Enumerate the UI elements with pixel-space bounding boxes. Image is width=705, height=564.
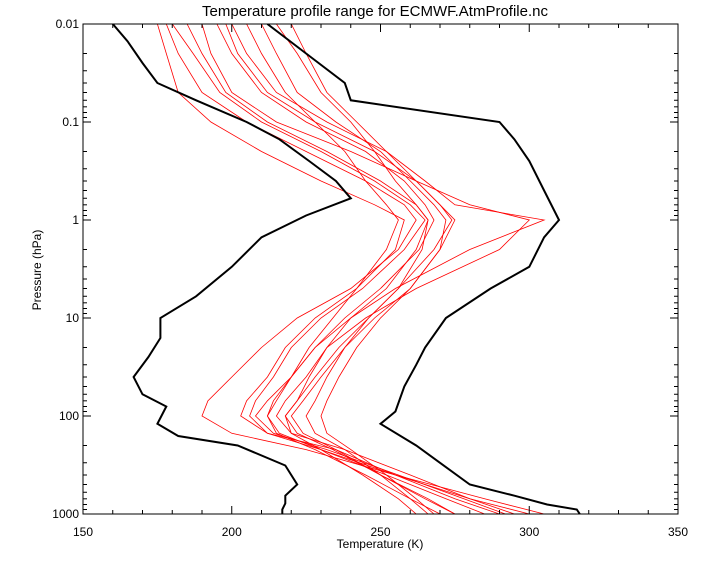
profile-line-3 xyxy=(261,24,456,514)
profile-line-8 xyxy=(186,24,456,514)
y-tick-label: 100 xyxy=(59,409,79,423)
chart-title: Temperature profile range for ECMWF.AtmP… xyxy=(202,3,548,20)
profile-line-4 xyxy=(171,24,545,514)
y-tick-label: 1 xyxy=(72,213,79,227)
profile-line-5 xyxy=(201,24,531,514)
profile-line-10 xyxy=(165,24,530,514)
envelope-group xyxy=(112,24,581,514)
x-tick-label: 150 xyxy=(73,525,93,539)
x-tick-label: 200 xyxy=(222,525,242,539)
envelope-max-line xyxy=(266,24,581,514)
x-tick-label: 300 xyxy=(519,525,539,539)
profile-line-7 xyxy=(231,24,546,514)
y-tick-label: 0.01 xyxy=(56,17,80,31)
ticks-group: 150 200 250 300 350 0.01 0.1 1 10 100 1000 xyxy=(52,17,688,539)
profile-line-12 xyxy=(290,24,456,514)
y-axis-title: Pressure (hPa) xyxy=(30,230,44,311)
y-tick-label: 1000 xyxy=(52,507,79,521)
y-tick-label: 10 xyxy=(66,311,80,325)
profile-line-6 xyxy=(246,24,441,514)
profile-series-group xyxy=(157,24,546,514)
x-tick-label: 350 xyxy=(668,525,688,539)
plot-frame xyxy=(82,23,679,515)
profile-line-1 xyxy=(157,24,500,514)
x-tick-label: 250 xyxy=(370,525,390,539)
envelope-min-line xyxy=(112,24,353,514)
profile-line-11 xyxy=(225,24,453,514)
y-tick-label: 0.1 xyxy=(62,115,79,129)
x-axis-title: Temperature (K) xyxy=(337,537,424,551)
profile-line-2 xyxy=(216,24,485,514)
